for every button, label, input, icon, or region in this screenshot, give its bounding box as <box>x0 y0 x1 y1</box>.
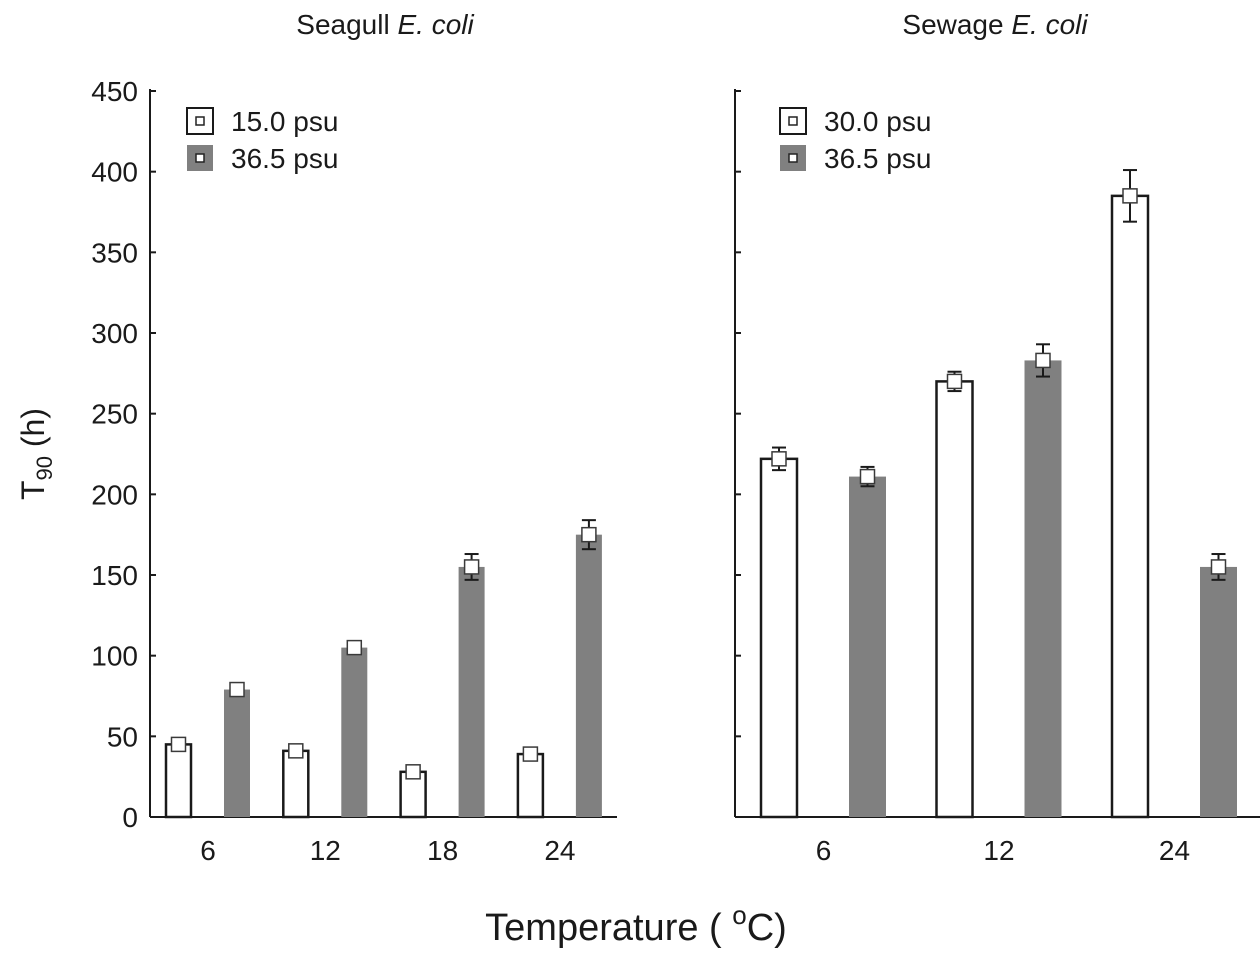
data-point-marker <box>170 736 187 753</box>
data-point-marker <box>859 468 876 485</box>
chart-panel-2: Sewage E. coli 6 12 24 30.0 psu 36.5 psu <box>734 9 1260 866</box>
data-point-marker <box>288 743 304 759</box>
data-point-marker <box>463 559 480 575</box>
data-point-marker <box>346 639 363 656</box>
x-axis-label: Temperature ( oC) <box>485 900 787 949</box>
bar <box>458 566 485 817</box>
y-axis-label-unit: (h) <box>15 408 51 456</box>
bar <box>759 457 799 819</box>
legend-label: 30.0 psu <box>824 106 931 137</box>
bar <box>849 476 886 817</box>
legend-swatch <box>186 107 214 135</box>
y-axis-label: T90 (h) <box>15 408 57 500</box>
y-tick-label: 400 <box>91 157 138 188</box>
bar <box>575 534 602 817</box>
y-tick-label: 450 <box>91 76 138 107</box>
chart-title-italic: E. coli <box>397 9 474 40</box>
chart-title-main: Seagull <box>296 9 397 40</box>
y-tick-label: 0 <box>122 802 138 833</box>
chart-title-main: Sewage <box>902 9 1011 40</box>
legend-marker <box>788 153 798 163</box>
bar <box>341 647 368 817</box>
chart-panel-1: Seagull E. coli 0 50 100 150 200 250 300 350 400 4… <box>91 9 617 866</box>
y-tick-label: 200 <box>91 479 138 510</box>
y-tick-label: 50 <box>107 721 138 752</box>
y-tick-label: 350 <box>91 237 138 268</box>
data-point-marker <box>581 526 597 543</box>
legend-marker <box>788 116 798 126</box>
x-axis-label-degree: o <box>732 900 746 930</box>
bar <box>1024 360 1062 817</box>
bar <box>935 380 974 819</box>
data-point-marker <box>946 373 963 390</box>
x-axis-label-end: C) <box>747 907 787 949</box>
chart-title: Sewage E. coli <box>902 9 1088 40</box>
bar <box>224 689 250 817</box>
legend-label: 36.5 psu <box>824 143 931 174</box>
legend-marker <box>195 153 205 163</box>
y-axis-label-sub: 90 <box>32 456 57 480</box>
data-point-marker <box>1035 352 1051 369</box>
data-point-marker <box>522 746 539 762</box>
data-point-marker <box>771 451 787 467</box>
bar <box>282 749 310 819</box>
y-axis-label-main: T <box>15 480 51 500</box>
bar <box>1110 194 1150 819</box>
y-tick-label: 100 <box>91 641 138 672</box>
bar <box>516 752 545 819</box>
data-point-marker <box>405 764 421 780</box>
x-axis-label-main: Temperature ( <box>485 907 732 949</box>
chart-title: Seagull E. coli <box>296 9 474 40</box>
data-point-marker <box>1122 188 1138 204</box>
y-tick-label: 300 <box>91 318 138 349</box>
y-tick-label: 150 <box>91 560 138 591</box>
x-tick-label: 18 <box>427 835 458 866</box>
bar <box>1200 566 1237 817</box>
x-tick-label: 12 <box>983 835 1014 866</box>
x-tick-label: 24 <box>544 835 575 866</box>
legend-label: 15.0 psu <box>231 106 338 137</box>
legend-label: 36.5 psu <box>231 143 338 174</box>
legend-marker <box>195 116 205 126</box>
y-tick-label: 250 <box>91 399 138 430</box>
x-tick-label: 12 <box>310 835 341 866</box>
chart-title-italic: E. coli <box>1011 9 1088 40</box>
x-tick-label: 6 <box>816 835 832 866</box>
data-point-marker <box>229 681 245 698</box>
x-tick-label: 6 <box>200 835 216 866</box>
x-tick-label: 24 <box>1159 835 1190 866</box>
bar <box>164 743 193 819</box>
data-point-marker <box>1210 559 1227 575</box>
